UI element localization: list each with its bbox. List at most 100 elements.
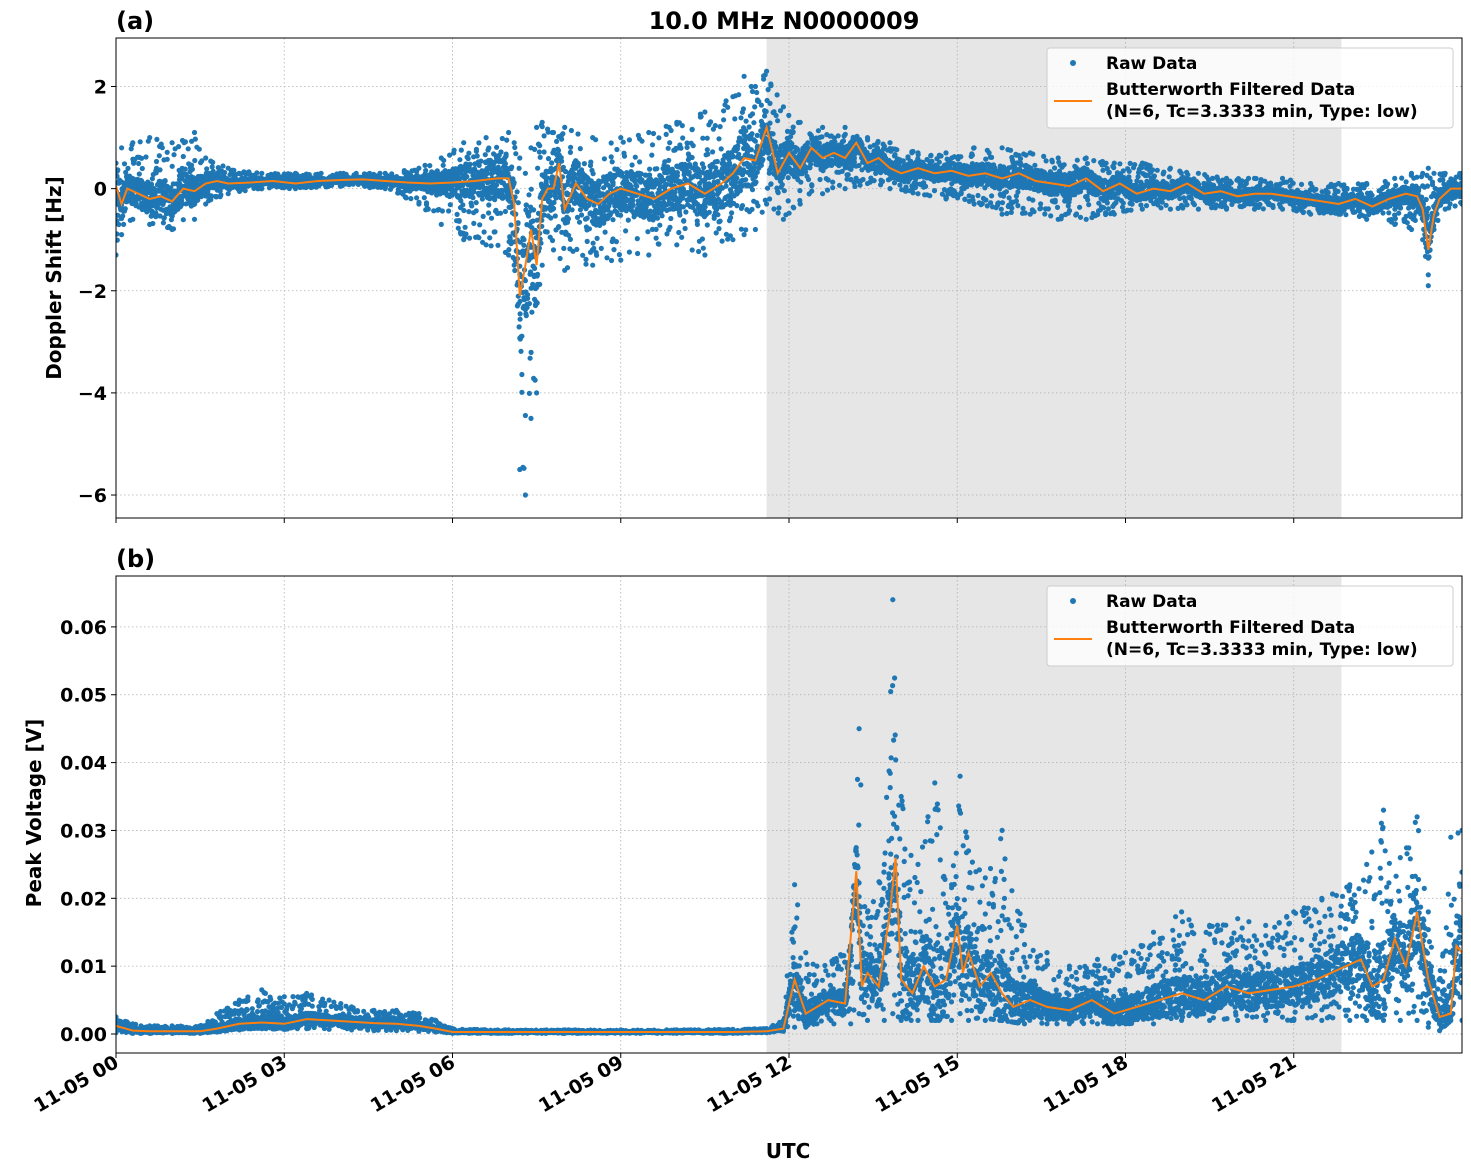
panel-a-raw-data-point	[805, 140, 811, 146]
panel-a-raw-data-point	[456, 217, 462, 224]
panel-a-raw-data-point	[569, 207, 575, 213]
panel-a-raw-data-point	[634, 183, 640, 189]
panel-a-raw-data-point	[618, 212, 624, 218]
panel-a-raw-data-point	[748, 147, 754, 153]
panel-a-raw-data-point	[732, 116, 738, 122]
panel-a-raw-data-point	[739, 203, 746, 209]
panel-a-raw-data-point	[549, 237, 556, 244]
panel-a-raw-data-point	[790, 129, 796, 135]
panel-a-raw-data-point	[566, 232, 572, 238]
panel-a-raw-data-point	[162, 178, 168, 184]
panel-a-raw-data-point	[665, 145, 671, 151]
panel-a-raw-data-point	[824, 187, 831, 193]
panel-a-raw-data-point	[486, 145, 492, 151]
panel-a-raw-data-point	[702, 204, 708, 210]
panel-a-raw-data-point	[710, 149, 716, 155]
panel-a-raw-data-point	[120, 213, 126, 219]
panel-a-raw-data-point	[466, 209, 472, 215]
panel-a-raw-data-point	[740, 106, 747, 112]
panel-a-raw-data-point	[809, 183, 815, 189]
panel-a-raw-data-point	[447, 152, 453, 158]
panel-a-raw-data-point	[549, 160, 555, 166]
panel-a-raw-data-point	[809, 188, 815, 194]
panel-a-raw-data-point	[520, 252, 526, 258]
panel-a-raw-data-point	[676, 229, 682, 236]
panel-a-raw-data-point	[753, 179, 759, 185]
panel-a-raw-data-point	[522, 412, 529, 419]
panel-a-raw-data-point	[537, 143, 543, 149]
panel-a-raw-data-point	[580, 252, 586, 258]
panel-a-raw-data-point	[743, 227, 749, 233]
panel-a-raw-data-point	[836, 182, 843, 188]
panel-a-raw-data-point	[725, 104, 731, 110]
panel-a-raw-data-point	[563, 169, 569, 175]
panel-a-raw-data-point	[743, 177, 749, 183]
panel-a-raw-data-point	[626, 137, 633, 143]
panel-a-raw-data-point	[704, 147, 710, 153]
panel-a-raw-data-point	[377, 170, 383, 176]
panel-a-raw-data-point	[466, 235, 473, 241]
panel-a-raw-data-point	[535, 165, 541, 171]
panel-a-raw-data-point	[139, 155, 145, 161]
panel-a-raw-data-point	[171, 152, 177, 158]
panel-a-raw-data-point	[746, 124, 752, 130]
panel-a-raw-data-point	[560, 131, 566, 137]
panel-a-raw-data-point	[770, 131, 776, 137]
panel-a-raw-data-point	[936, 159, 942, 165]
panel-a-raw-data-point	[199, 158, 205, 164]
panel-a-raw-data-point	[514, 189, 520, 195]
panel-a-raw-data-point	[759, 209, 765, 215]
panel-a-raw-data-point	[649, 152, 655, 158]
panel-a-raw-data-point	[471, 220, 477, 226]
panel-a-raw-data-point	[548, 215, 554, 221]
panel-a-raw-data-point	[749, 187, 756, 193]
panel-a-raw-data-point	[581, 161, 588, 167]
panel-a-raw-data-point	[653, 226, 659, 232]
panel-a-raw-data-point	[590, 240, 596, 246]
panel-a-raw-data-point	[875, 138, 881, 145]
panel-a-raw-data-point	[620, 139, 626, 145]
panel-a-raw-data-point	[425, 206, 431, 212]
panel-a-raw-data-point	[476, 235, 482, 241]
panel-a-raw-data-point	[528, 186, 534, 192]
panel-a-raw-data-point	[574, 246, 580, 252]
panel-a-raw-data-point	[541, 212, 547, 218]
panel-a-raw-data-point	[743, 118, 749, 124]
panel-a-raw-data-point	[457, 157, 463, 163]
panel-a-raw-data-point	[609, 159, 615, 165]
panel-a-raw-data-point	[786, 210, 792, 216]
panel-a-raw-data-point	[650, 130, 657, 137]
panel-a-raw-data-point	[894, 147, 900, 153]
panel-a-raw-data-point	[495, 242, 501, 248]
panel-a-raw-data-point	[611, 247, 617, 253]
panel-a-raw-data-point	[805, 176, 812, 183]
panel-a-raw-data-point	[716, 226, 722, 232]
panel-a-raw-data-point	[511, 179, 517, 186]
panel-a-raw-data-point	[521, 237, 527, 243]
panel-a-raw-data-point	[498, 149, 504, 155]
panel-a-raw-data-point	[645, 229, 651, 235]
panel-a-raw-data-point	[736, 92, 742, 98]
panel-a-raw-data-point	[534, 217, 540, 223]
panel-a-raw-data-point	[584, 238, 590, 244]
panel-a-raw-data-point	[613, 239, 620, 245]
panel-a-raw-data-point	[458, 147, 464, 153]
panel-a-raw-data-point	[466, 150, 472, 156]
panel-a-raw-data-point	[832, 139, 838, 145]
panel-a-raw-data-point	[218, 192, 224, 198]
panel-a-raw-data-point	[182, 139, 188, 145]
panel-a-raw-data-point	[608, 210, 614, 216]
panel-a-raw-data-point	[192, 157, 198, 164]
panel-a-raw-data-point	[601, 202, 608, 208]
panel-a-raw-data-point	[584, 215, 590, 221]
panel-a-raw-data-point	[532, 377, 538, 383]
panel-a-raw-data-point	[318, 170, 324, 176]
panel-a-raw-data-point	[528, 349, 534, 355]
panel-a-raw-data-point	[657, 222, 663, 228]
panel-a-raw-data-point	[699, 236, 706, 242]
panel-a-raw-data-point	[242, 188, 248, 194]
panel-a-raw-data-point	[734, 175, 740, 181]
panel-a-raw-data-point	[772, 145, 779, 151]
panel-a-raw-data-point	[523, 202, 529, 208]
panel-a-raw-data-point	[927, 193, 933, 199]
